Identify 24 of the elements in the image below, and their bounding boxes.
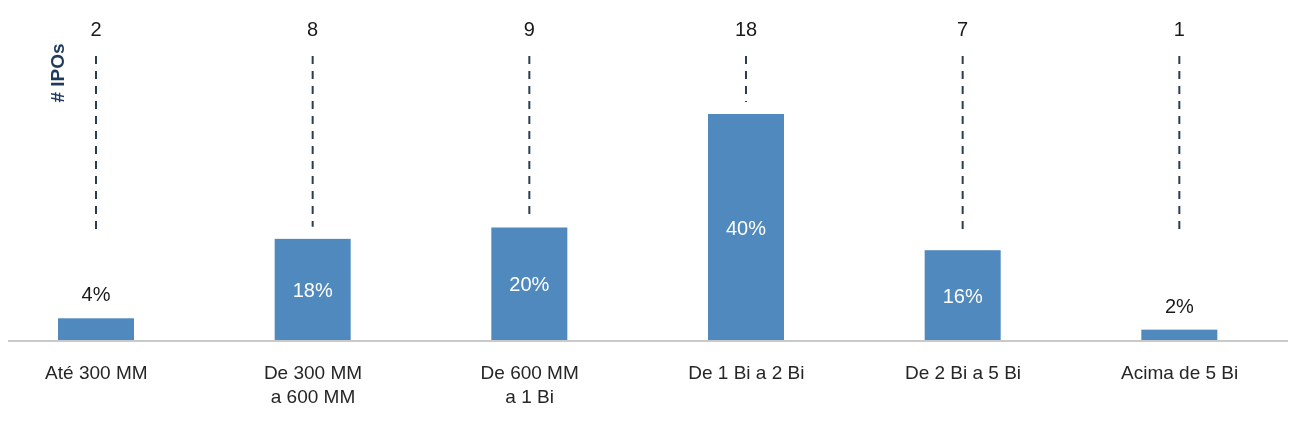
- x-tick-label: Acima de 5 Bi: [1121, 362, 1239, 383]
- text: 9: [523, 18, 535, 40]
- data-label: 20%: [509, 273, 550, 296]
- data-label: 2%: [1164, 294, 1194, 317]
- x-tick-label: De 2 Bi a 5 Bi: [904, 362, 1022, 383]
- x-tick-label: De 600 MM a 1 Bi: [480, 362, 579, 407]
- text: 7: [957, 18, 969, 40]
- text: 8: [307, 18, 319, 40]
- data-label: 40%: [725, 216, 767, 239]
- text: 18: [734, 18, 758, 40]
- data-label: 18%: [292, 278, 333, 301]
- x-tick-label: Até 300 MM: [45, 362, 148, 383]
- data-label: 4%: [81, 283, 111, 306]
- bar: [924, 250, 1001, 341]
- y-axis-title: # IPOs: [46, 43, 69, 103]
- bar: [708, 114, 784, 341]
- bar: [58, 318, 134, 341]
- bar: [491, 227, 568, 341]
- text: 1: [1173, 18, 1185, 40]
- bar: [274, 238, 351, 341]
- data-label: 16%: [942, 284, 983, 307]
- text: 2: [90, 18, 102, 40]
- x-tick-label: De 1 Bi a 2 Bi: [688, 362, 805, 383]
- x-tick-label: De 300 MM a 600 MM: [263, 362, 363, 407]
